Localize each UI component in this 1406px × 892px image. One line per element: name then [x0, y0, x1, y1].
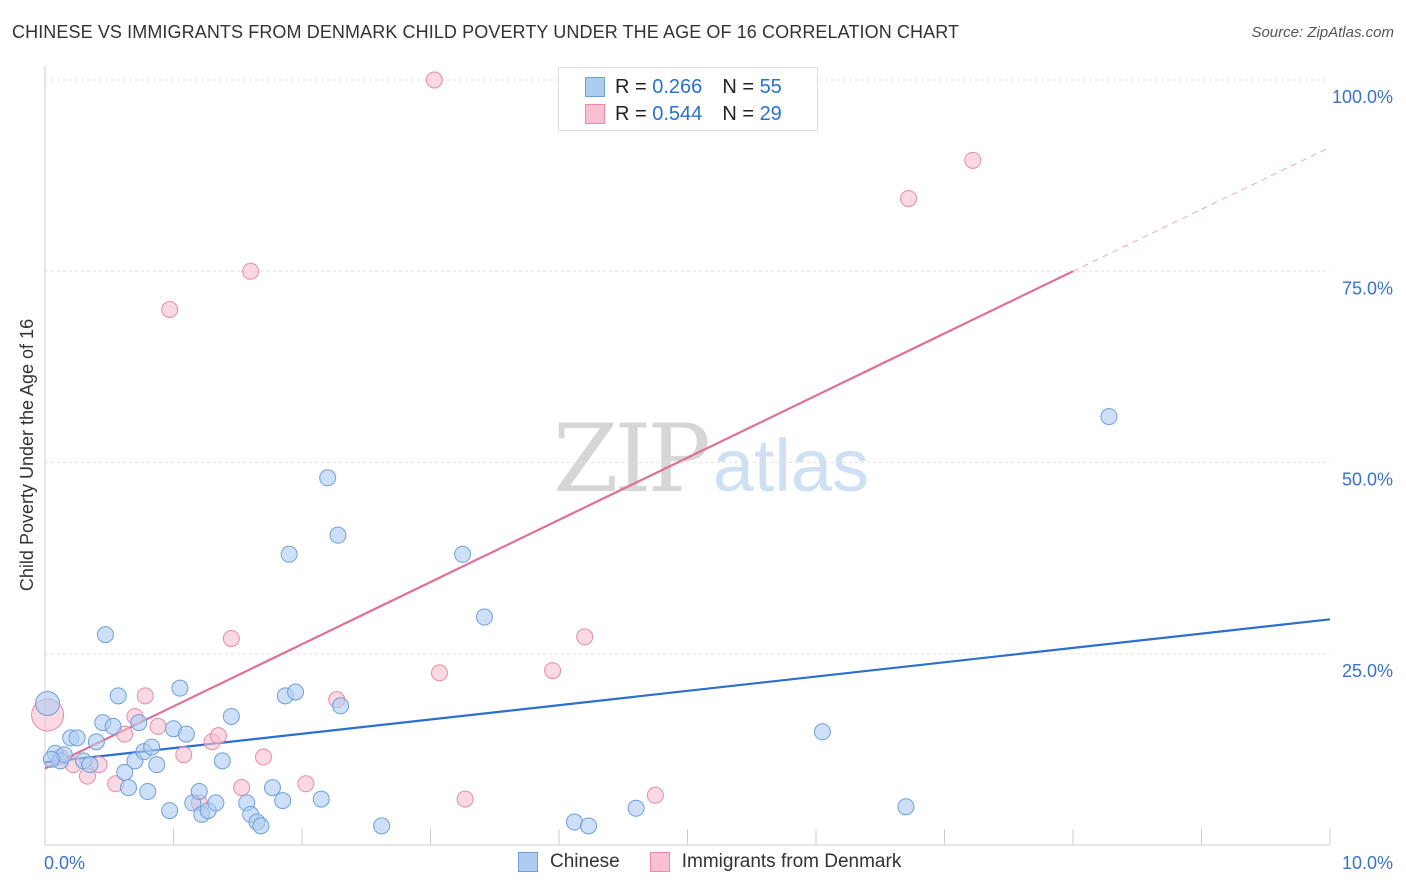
point-chinese — [373, 817, 391, 835]
series-denmark-points — [31, 71, 982, 812]
y-tick-label: 75.0% — [1342, 278, 1393, 298]
trendline-chinese — [44, 618, 1331, 764]
trendline-denmark-extension — [1072, 146, 1331, 272]
point-chinese — [109, 687, 127, 705]
point-chinese — [565, 813, 583, 831]
point-chinese — [627, 799, 645, 817]
watermark: ZIPatlas — [553, 405, 869, 514]
point-chinese — [454, 545, 472, 563]
point-chinese — [161, 802, 179, 820]
tick-labels: 25.0% 50.0% 75.0% 100.0% 0.0% 10.0% Child Pove… — [17, 87, 1393, 873]
legend-n-value: 29 — [759, 102, 782, 125]
point-chinese — [312, 790, 330, 808]
point-chinese — [319, 469, 337, 487]
legend-swatch-denmark — [649, 852, 670, 872]
series-chinese-points — [35, 408, 1118, 835]
legend-n-value: 55 — [759, 75, 782, 98]
axes — [44, 66, 1331, 846]
point-chinese — [580, 817, 598, 835]
point-denmark — [222, 629, 240, 647]
point-chinese — [475, 608, 493, 626]
chart-source: Source: ZipAtlas.com — [1251, 24, 1394, 41]
y-axis-title: Child Poverty Under the Age of 16 — [17, 319, 37, 591]
point-chinese — [35, 690, 61, 716]
legend-row-denmark: R = 0.544 N = 29 — [585, 102, 782, 126]
point-denmark — [576, 628, 594, 646]
point-denmark — [430, 664, 448, 682]
x-tick-label: 0.0% — [44, 853, 85, 873]
point-chinese — [332, 697, 350, 715]
y-tick-label: 50.0% — [1342, 470, 1393, 490]
point-chinese — [813, 723, 831, 741]
point-chinese — [252, 817, 270, 835]
series-legend: Chinese Immigrants from Denmark — [518, 851, 931, 873]
legend-n-label: N = — [722, 75, 754, 98]
point-denmark — [254, 748, 272, 766]
trend-lines — [44, 146, 1331, 770]
legend-r-value: 0.544 — [652, 102, 703, 125]
point-chinese — [148, 756, 166, 774]
legend-item-chinese[interactable]: Chinese — [518, 851, 620, 873]
point-denmark — [209, 727, 227, 745]
legend-label-denmark: Immigrants from Denmark — [681, 851, 902, 872]
point-denmark — [233, 779, 251, 797]
point-chinese — [130, 714, 148, 732]
point-chinese — [190, 782, 208, 800]
chart-title: CHINESE VS IMMIGRANTS FROM DENMARK CHILD… — [12, 22, 960, 42]
point-denmark — [456, 790, 474, 808]
point-denmark — [149, 717, 167, 735]
point-denmark — [242, 262, 260, 280]
x-tick-label: 10.0% — [1342, 853, 1393, 873]
point-chinese — [177, 725, 195, 743]
point-denmark — [544, 662, 562, 680]
legend-swatch-denmark — [585, 104, 605, 124]
point-chinese — [139, 782, 157, 800]
point-chinese — [274, 792, 292, 810]
point-chinese — [207, 794, 225, 812]
point-denmark — [964, 151, 982, 169]
trendline-denmark — [44, 270, 1074, 770]
point-chinese — [81, 756, 99, 774]
legend-n-label: N = — [722, 102, 754, 125]
point-chinese — [68, 729, 86, 747]
legend-r-value: 0.266 — [652, 75, 703, 98]
legend-item-denmark[interactable]: Immigrants from Denmark — [649, 851, 902, 873]
legend-label-chinese: Chinese — [550, 851, 620, 872]
legend-r-label: R = — [615, 75, 647, 98]
point-chinese — [329, 526, 347, 544]
point-chinese — [104, 717, 122, 735]
point-denmark — [136, 687, 154, 705]
gridlines — [45, 79, 1330, 655]
point-denmark — [425, 71, 443, 89]
point-chinese — [87, 733, 105, 751]
point-chinese — [287, 683, 305, 701]
y-tick-label: 100.0% — [1332, 87, 1393, 107]
point-denmark — [161, 301, 179, 318]
point-chinese — [222, 707, 240, 725]
point-chinese — [213, 752, 231, 770]
y-tick-label: 25.0% — [1342, 661, 1393, 681]
watermark-atlas: atlas — [712, 424, 870, 507]
point-denmark — [297, 775, 315, 793]
point-chinese — [1100, 408, 1118, 426]
legend-swatch-chinese — [518, 852, 538, 872]
stats-legend: R = 0.266 N = 55 R = 0.544 N = 29 — [558, 67, 818, 131]
point-denmark — [646, 786, 664, 804]
point-chinese — [143, 738, 161, 756]
point-denmark — [175, 746, 193, 764]
legend-swatch-chinese — [585, 77, 605, 97]
point-denmark — [900, 190, 918, 208]
point-chinese — [263, 779, 281, 797]
point-chinese — [42, 750, 60, 768]
legend-row-chinese: R = 0.266 N = 55 — [585, 75, 782, 99]
point-chinese — [897, 798, 915, 816]
point-chinese — [96, 626, 114, 644]
point-chinese — [280, 545, 298, 563]
point-chinese — [120, 779, 138, 797]
point-chinese — [171, 679, 189, 697]
legend-r-label: R = — [615, 102, 647, 125]
